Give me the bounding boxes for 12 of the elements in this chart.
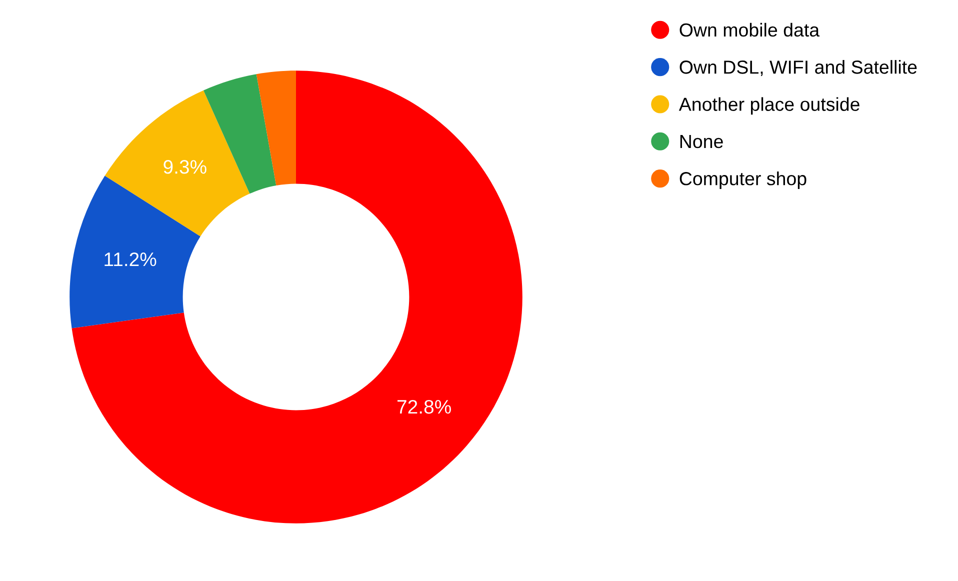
donut-slice [72,70,522,524]
donut-slice [70,176,200,328]
data-label: 72.8% [398,400,451,414]
legend-label: Computer shop [680,172,806,190]
data-label: 9.3% [164,160,206,174]
legend-label: Own DSL, WIFI and Satellite [680,60,917,76]
data-label: 11.2% [104,252,156,266]
legend-label: None [680,135,723,148]
donut-slice [104,90,250,236]
legend-label: Own mobile data [680,22,820,37]
legend-label: Another place outside [678,97,860,115]
donut-slice [256,70,296,186]
